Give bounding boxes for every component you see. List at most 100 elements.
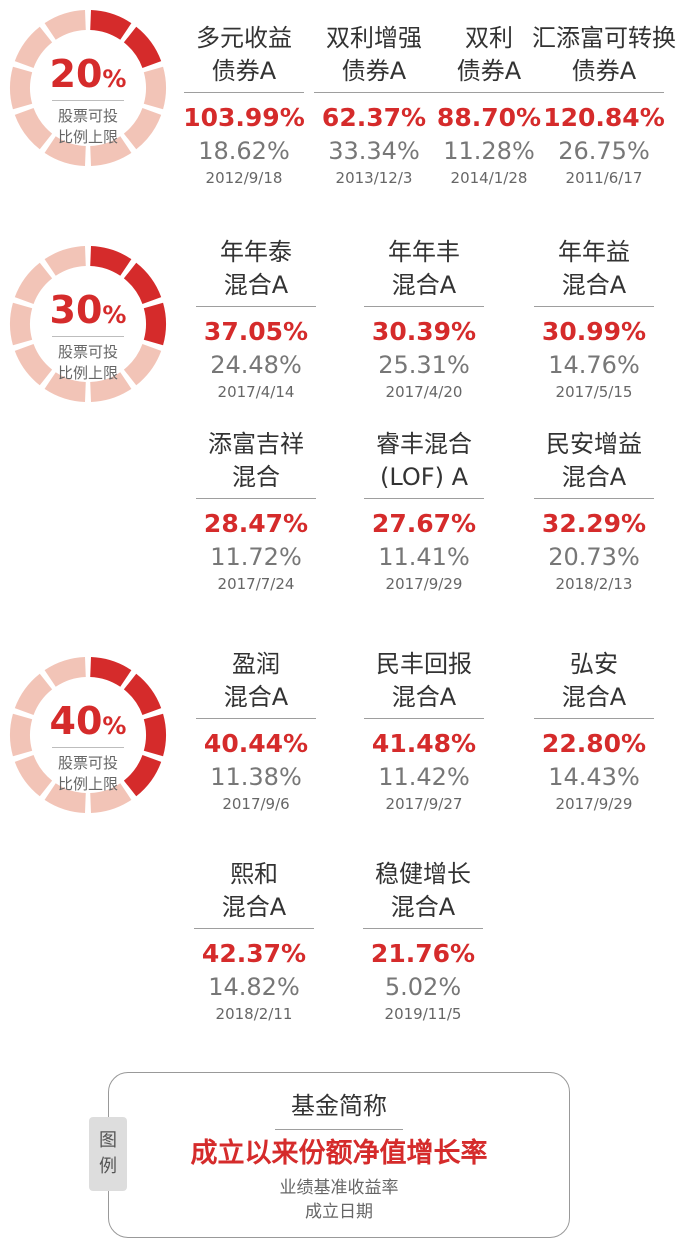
benchmark-return: 26.75% [558,137,650,165]
donut-segment-filled [143,713,166,757]
inception-date: 2018/2/11 [215,1005,293,1023]
benchmark-return: 20.73% [548,543,640,571]
inception-date: 2017/9/29 [555,795,633,813]
equity-cap-percent: 40% [49,699,127,743]
divider [184,92,304,93]
divider [534,306,654,307]
nav-growth-rate: 30.39% [371,317,477,346]
donut-segment-empty [9,66,33,110]
legend-nav-growth: 成立以来份额净值增长率 [190,1138,488,1169]
donut-segment-filled [123,262,162,304]
fund-name: 汇添富可转换 债券A [532,24,676,85]
divider [364,498,484,499]
fund-card: 民安增益 混合A 32.29% 20.73% 2018/2/13 [522,428,666,595]
legend-inception-date: 成立日期 [305,1202,373,1222]
inception-date: 2012/9/18 [205,169,283,187]
donut-segment-filled [90,246,132,276]
benchmark-return: 11.42% [378,763,470,791]
benchmark-return: 14.43% [548,763,640,791]
inception-date: 2019/11/5 [384,1005,462,1023]
donut-segment-empty [90,783,132,813]
donut-segment-empty [9,302,33,346]
equity-cap-percent: 20% [49,52,127,96]
fund-card: 弘安 混合A 22.80% 14.43% 2017/9/29 [522,648,666,815]
divider [363,928,483,929]
nav-growth-rate: 40.44% [203,729,309,758]
nav-growth-rate: 42.37% [201,939,307,968]
benchmark-return: 33.34% [328,137,420,165]
donut-hole [31,267,145,381]
donut-segment-empty [44,372,86,402]
inception-date: 2017/4/14 [217,383,295,401]
donut-segment-empty [143,66,166,110]
fund-name: 添富吉祥 混合 [208,430,304,491]
donut-segment-empty [123,108,162,150]
donut-segment-empty [123,344,162,386]
divider [52,747,124,748]
inception-date: 2017/5/15 [555,383,633,401]
fund-name: 民丰回报 混合A [376,650,472,711]
donut-segment-filled [123,26,162,68]
tier-40-donut: 40% 股票可投 比例上限 [8,655,168,815]
fund-name: 弘安 混合A [561,650,627,711]
benchmark-return: 14.82% [208,973,300,1001]
divider [544,92,664,93]
inception-date: 2017/9/27 [385,795,463,813]
donut-segment-empty [14,755,53,797]
donut-segment-empty [44,783,86,813]
divider [196,306,316,307]
legend-fund-name: 基金简称 [291,1092,387,1120]
nav-growth-rate: 103.99% [183,103,305,132]
nav-growth-rate: 120.84% [543,103,665,132]
donut-segment-empty [14,344,53,386]
donut-segment-empty [44,136,86,166]
donut-segment-empty [44,246,86,276]
nav-growth-rate: 62.37% [321,103,427,132]
fund-card: 稳健增长 混合A 21.76% 5.02% 2019/11/5 [351,858,495,1025]
nav-growth-rate: 37.05% [203,317,309,346]
equity-cap-percent: 30% [49,288,127,332]
inception-date: 2017/4/20 [385,383,463,401]
donut-segment-empty [90,136,132,166]
fund-card: 盈润 混合A 40.44% 11.38% 2017/9/6 [184,648,328,815]
fund-name: 稳健增长 混合A [375,860,471,921]
donut-segment-filled [123,755,162,797]
fund-name: 盈润 混合A [223,650,289,711]
inception-date: 2013/12/3 [335,169,413,187]
fund-name: 熙和 混合A [221,860,287,921]
donut-segment-empty [44,657,86,687]
nav-growth-rate: 88.70% [436,103,542,132]
nav-growth-rate: 30.99% [541,317,647,346]
donut-segment-empty [14,673,53,715]
donut-hole [31,678,145,792]
legend-box: 图例 基金简称 成立以来份额净值增长率 业绩基准收益率 成立日期 [89,1072,570,1238]
divider [314,92,434,93]
fund-name: 民安增益 混合A [546,430,642,491]
benchmark-return: 25.31% [378,351,470,379]
nav-growth-rate: 32.29% [541,509,647,538]
fund-name: 年年丰 混合A [388,238,460,299]
fund-name: 多元收益 债券A [196,24,292,85]
legend-tag: 图例 [89,1117,127,1191]
nav-growth-rate: 28.47% [203,509,309,538]
benchmark-return: 24.48% [210,351,302,379]
donut-segment-empty [14,262,53,304]
fund-card: 熙和 混合A 42.37% 14.82% 2018/2/11 [182,858,326,1025]
fund-name: 睿丰混合 (LOF) A [376,430,472,491]
donut-segment-empty [14,26,53,68]
donut-ring [9,10,166,166]
inception-date: 2017/9/6 [222,795,290,813]
divider [194,928,314,929]
nav-growth-rate: 21.76% [370,939,476,968]
divider [52,100,124,101]
benchmark-return: 11.41% [378,543,470,571]
benchmark-return: 11.28% [443,137,535,165]
fund-card: 汇添富可转换 债券A 120.84% 26.75% 2011/6/17 [532,22,676,189]
divider [364,306,484,307]
fund-name: 年年泰 混合A [220,238,292,299]
inception-date: 2011/6/17 [565,169,643,187]
donut-hole [31,31,145,145]
fund-card: 双利增强 债券A 62.37% 33.34% 2013/12/3 [302,22,446,189]
nav-growth-rate: 27.67% [371,509,477,538]
